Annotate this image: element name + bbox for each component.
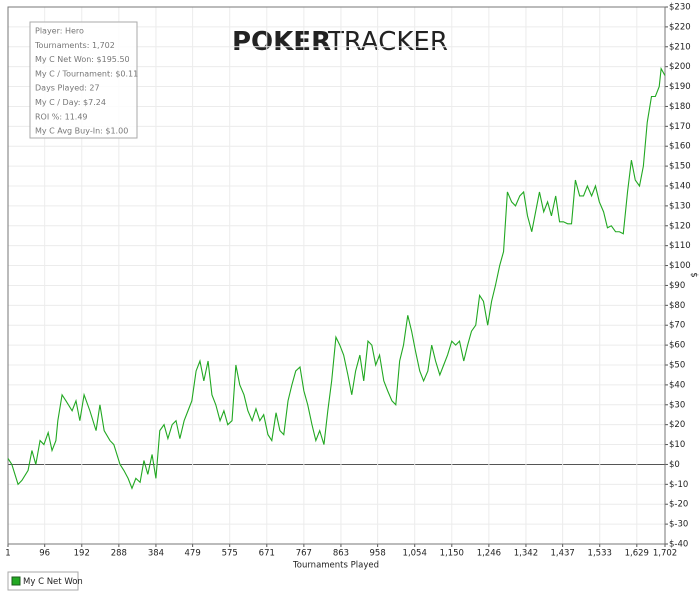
x-axis-label: Tournaments Played bbox=[292, 561, 379, 571]
legend-swatch bbox=[11, 576, 21, 586]
y-tick-label: $200 bbox=[669, 62, 691, 72]
y-tick-label: $-40 bbox=[669, 540, 688, 550]
stat-line: My C Net Won: $195.50 bbox=[35, 55, 130, 64]
stat-line: My C / Day: $7.24 bbox=[35, 98, 106, 107]
line-series bbox=[7, 66, 666, 490]
x-tick-label: 958 bbox=[370, 549, 386, 559]
plot-border bbox=[7, 6, 666, 545]
y-tick-label: $-30 bbox=[669, 520, 688, 530]
stat-line: My C Avg Buy-In: $1.00 bbox=[35, 127, 128, 136]
x-tick-label: 288 bbox=[111, 549, 127, 559]
watermark-sub: TRACKER bbox=[327, 27, 448, 57]
x-tick-label: 575 bbox=[222, 549, 238, 559]
stat-line: Tournaments: 1,702 bbox=[34, 41, 115, 50]
x-tick-label: 671 bbox=[259, 549, 275, 559]
x-tick-label: 192 bbox=[74, 549, 90, 559]
y-tick-label: $120 bbox=[669, 221, 691, 231]
stat-line: Player: Hero bbox=[35, 27, 84, 36]
stat-line: ROI %: 11.49 bbox=[35, 112, 88, 121]
legend-box bbox=[7, 571, 79, 591]
y-tick-label: $150 bbox=[669, 162, 691, 172]
x-tick-label: 1,342 bbox=[514, 549, 538, 559]
stat-line: Days Played: 27 bbox=[35, 84, 100, 93]
y-tick-label: $50 bbox=[669, 361, 685, 371]
y-tick-label: $0 bbox=[669, 460, 680, 470]
stat-line: My C / Tournament: $0.11 bbox=[35, 69, 138, 78]
x-tick-label: 1,533 bbox=[588, 549, 612, 559]
y-tick-label: $-20 bbox=[669, 500, 688, 510]
y-tick-label: $80 bbox=[669, 301, 685, 311]
y-tick-label: $100 bbox=[669, 261, 691, 271]
watermark-main: POKER bbox=[232, 27, 331, 57]
y-tick-label: $130 bbox=[669, 201, 691, 211]
y-tick-label: $30 bbox=[669, 400, 685, 410]
y-tick-label: $110 bbox=[669, 241, 691, 251]
y-tick-label: $160 bbox=[669, 142, 691, 152]
x-tick-label: 1,150 bbox=[440, 549, 464, 559]
y-tick-label: $-10 bbox=[669, 480, 688, 490]
y-tick-label: $20 bbox=[669, 420, 685, 430]
x-tick-label: 384 bbox=[148, 549, 164, 559]
y-tick-label: $40 bbox=[669, 380, 685, 390]
y-tick-label: $140 bbox=[669, 182, 691, 192]
y-tick-label: $170 bbox=[669, 122, 691, 132]
x-tick-label: 1,437 bbox=[550, 549, 574, 559]
y-tick-label: $90 bbox=[669, 281, 685, 291]
y-tick-label: $10 bbox=[669, 440, 685, 450]
x-tick-label: 1,629 bbox=[625, 549, 649, 559]
y-tick-label: $180 bbox=[669, 102, 691, 112]
y-tick-label: $220 bbox=[669, 22, 691, 32]
x-tick-label: 863 bbox=[333, 549, 349, 559]
x-tick-label: 1,702 bbox=[653, 549, 677, 559]
x-tick-label: 96 bbox=[39, 549, 50, 559]
y-tick-label: $190 bbox=[669, 82, 691, 92]
y-tick-label: $210 bbox=[669, 42, 691, 52]
x-tick-label: 1,246 bbox=[477, 549, 501, 559]
y-tick-label: $60 bbox=[669, 341, 685, 351]
y-axis-label: $ bbox=[689, 272, 699, 277]
x-tick-label: 1 bbox=[5, 549, 10, 559]
y-tick-label: $230 bbox=[669, 3, 691, 13]
x-tick-label: 1,054 bbox=[403, 549, 427, 559]
x-tick-label: 479 bbox=[185, 549, 201, 559]
y-tick-label: $70 bbox=[669, 321, 685, 331]
x-tick-label: 767 bbox=[296, 549, 312, 559]
stats-box bbox=[29, 21, 138, 139]
legend-label: My C Net Won bbox=[23, 577, 83, 587]
